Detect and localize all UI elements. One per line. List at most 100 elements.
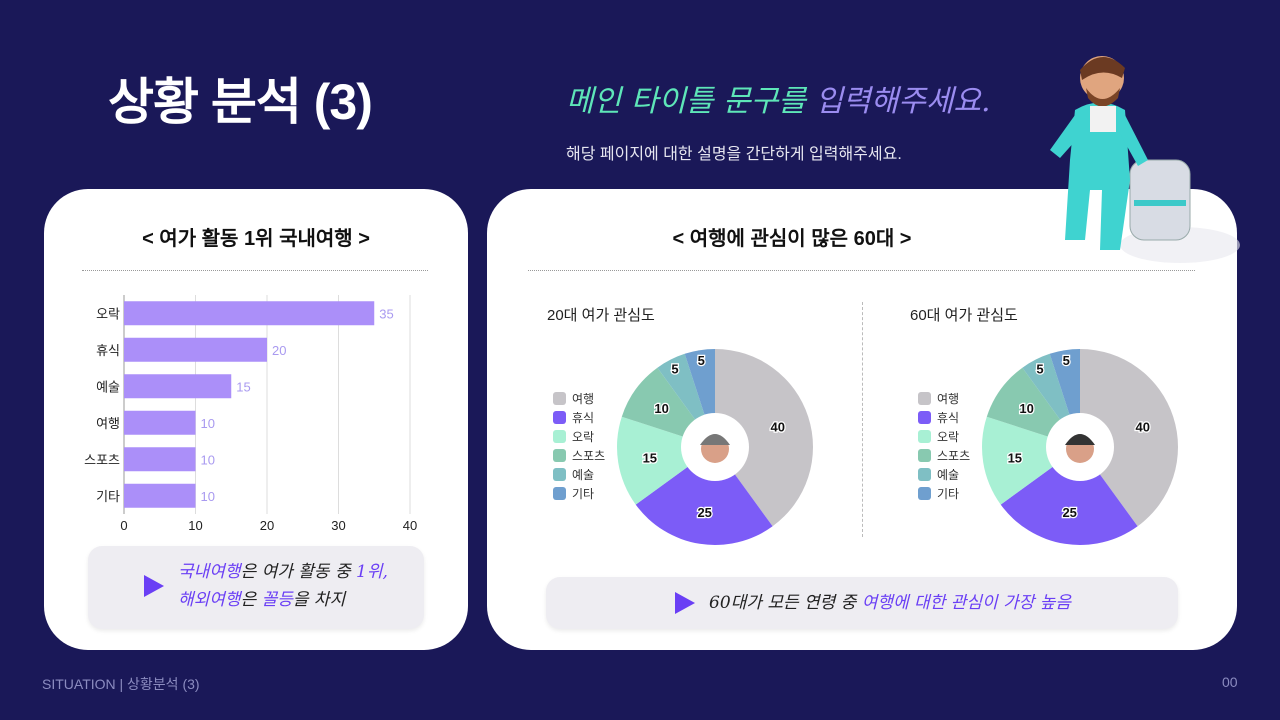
x-tick-label: 30: [331, 518, 345, 533]
pie-slice: [982, 416, 1080, 505]
legend-label: 여행: [572, 392, 595, 406]
pie-data-label: 15: [1008, 450, 1022, 465]
text-overseas: 해외여행: [178, 590, 241, 610]
bar: [124, 483, 196, 508]
play-triangle-icon: [675, 592, 695, 614]
x-tick-label: 40: [403, 518, 417, 533]
bar: [124, 337, 267, 362]
page-title: 상황 분석 (3): [108, 74, 373, 130]
legend-label: 오락: [937, 430, 960, 444]
pie-data-label: 10: [1019, 401, 1033, 416]
pie2-chart: 40 25 15 10 5 5: [982, 349, 1178, 545]
x-tick-label: 20: [260, 518, 274, 533]
footer-section: SITUATION | 상황분석 (3): [42, 676, 200, 692]
legend-label: 여행: [937, 392, 960, 406]
play-triangle-icon: [144, 575, 164, 597]
pie-data-label: 25: [1062, 505, 1076, 520]
pie-slice: [715, 349, 813, 527]
pie-data-label: 10: [654, 401, 668, 416]
legend-swatch: [918, 487, 931, 500]
data-label: 20: [272, 343, 286, 358]
data-label: 10: [201, 452, 215, 467]
legend-item: 예술: [553, 465, 605, 484]
bar: [124, 374, 232, 399]
pie-data-label: 5: [1063, 353, 1070, 368]
legend-item: 여행: [553, 389, 605, 408]
legend-item: 여행: [918, 389, 970, 408]
legend-label: 예술: [937, 468, 960, 482]
legend-swatch: [553, 487, 566, 500]
pie-data-label: 40: [1136, 420, 1150, 435]
y-category-label: 스포츠: [84, 452, 120, 467]
legend-label: 스포츠: [937, 449, 971, 463]
legend-item: 오락: [553, 427, 605, 446]
left-card-title: < 여가 활동 1위 국내여행 >: [142, 228, 370, 250]
text-last: 꼴등: [261, 590, 293, 610]
legend-label: 휴식: [572, 411, 595, 425]
left-divider: [82, 270, 428, 271]
text: 60대가 모든 연령 중: [709, 593, 862, 613]
bar: [124, 447, 196, 472]
legend-label: 스포츠: [572, 449, 606, 463]
pie1-chart: 40 25 15 10 5 5: [617, 349, 813, 545]
legend-label: 오락: [572, 430, 595, 444]
y-category-label: 여행: [96, 416, 120, 431]
pie-data-label: 5: [1036, 362, 1043, 377]
legend-swatch: [918, 449, 931, 462]
text: 은: [240, 590, 262, 610]
legend-item: 기타: [553, 484, 605, 503]
pie-data-label: 40: [771, 420, 785, 435]
legend-swatch: [918, 392, 931, 405]
legend-swatch: [918, 468, 931, 481]
legend-swatch: [918, 430, 931, 443]
legend-label: 기타: [937, 487, 960, 501]
legend-item: 예술: [918, 465, 970, 484]
legend-item: 휴식: [553, 408, 605, 427]
pie2-title: 60대 여가 관심도: [910, 307, 1018, 324]
headline-part2: 입력해주세요.: [815, 84, 991, 119]
legend-item: 스포츠: [553, 446, 605, 465]
pie-slice: [1000, 447, 1138, 545]
page-number: 00: [1222, 674, 1238, 690]
subtitle: 해당 페이지에 대한 설명을 간단하게 입력해주세요.: [566, 146, 902, 163]
bar: [124, 410, 196, 435]
data-label: 15: [236, 379, 250, 394]
left-callout-text: 국내여행은 여가 활동 중 1위, 해외여행은 꼴등을 차지: [178, 558, 388, 614]
text-highlight: 여행에 대한 관심이 가장 높음: [861, 593, 1072, 613]
pie-data-label: 5: [671, 362, 678, 377]
headline: 메인 타이틀 문구를 입력해주세요.: [566, 76, 991, 120]
avatar-hair-icon: [700, 434, 730, 445]
text: 은 여가 활동 중: [240, 562, 357, 582]
text-rank: 1위,: [356, 562, 388, 582]
legend-label: 기타: [572, 487, 595, 501]
legend-swatch: [553, 411, 566, 424]
y-category-label: 기타: [96, 489, 120, 504]
text: 을 차지: [292, 590, 346, 610]
text-domestic: 국내여행: [178, 562, 241, 582]
legend-item: 오락: [918, 427, 970, 446]
pie-data-label: 25: [697, 505, 711, 520]
bar: [124, 301, 375, 326]
pie1-title: 20대 여가 관심도: [547, 307, 655, 324]
legend-item: 스포츠: [918, 446, 970, 465]
pie-slice: [635, 447, 773, 545]
traveler-character-illustration: [1050, 56, 1240, 263]
legend-label: 휴식: [937, 411, 960, 425]
pie-data-label: 15: [643, 450, 657, 465]
right-card-title: < 여행에 관심이 많은 60대 >: [672, 228, 912, 250]
x-tick-label: 10: [188, 518, 202, 533]
y-category-label: 예술: [96, 379, 120, 394]
legend-swatch: [553, 392, 566, 405]
right-callout: [546, 577, 1178, 629]
pie-slice: [617, 416, 715, 505]
pie-slice: [1080, 349, 1178, 527]
data-label: 10: [201, 489, 215, 504]
right-callout-text: 60대가 모든 연령 중 여행에 대한 관심이 가장 높음: [709, 589, 1071, 617]
legend-item: 기타: [918, 484, 970, 503]
bar-chart: 0 10 20 30 40 오락 35 휴식 20 예술 15 여행 10 스포츠 10 기타 10: [84, 295, 417, 533]
legend-item: 휴식: [918, 408, 970, 427]
pie-separator: [862, 302, 863, 537]
data-label: 10: [201, 416, 215, 431]
